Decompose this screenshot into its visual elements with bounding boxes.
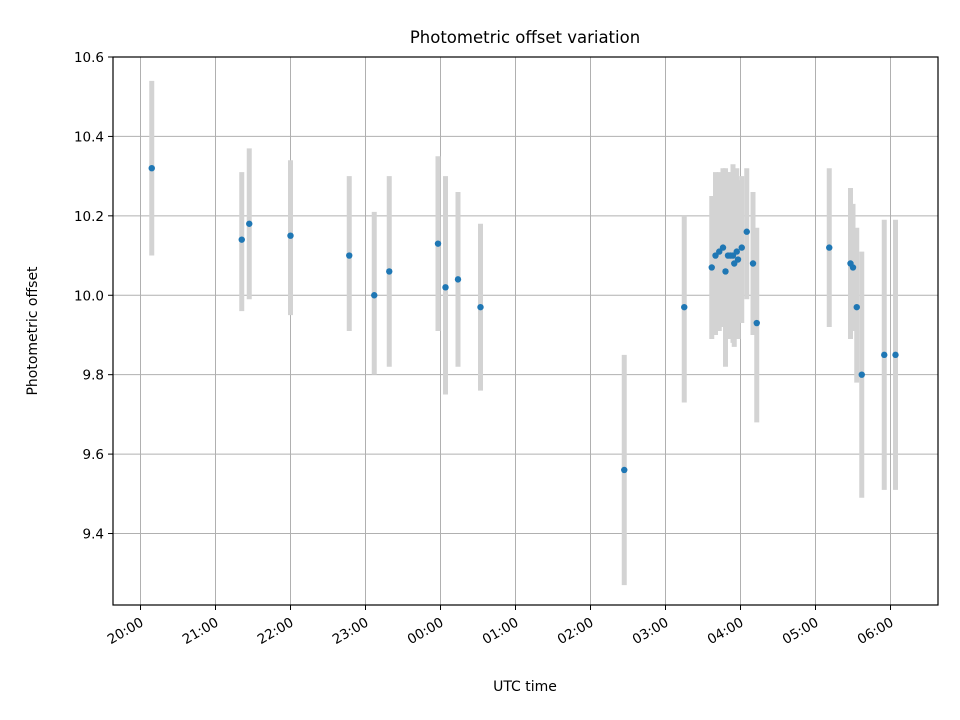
x-tick-label: 22:00 <box>255 615 297 648</box>
data-point <box>621 466 628 474</box>
data-point <box>753 319 760 327</box>
data-point <box>722 268 729 275</box>
errorbar-layer <box>149 80 898 586</box>
x-tick-label: 05:00 <box>780 615 822 648</box>
plot-frame <box>112 56 939 606</box>
data-point <box>708 264 715 271</box>
data-point <box>712 252 719 259</box>
data-point <box>434 240 442 247</box>
y-tick-label: 9.8 <box>83 368 104 384</box>
data-point <box>743 228 750 235</box>
data-point <box>849 264 857 271</box>
data-point <box>371 292 378 299</box>
data-point <box>346 252 353 259</box>
data-point <box>386 268 393 275</box>
x-tick-label: 03:00 <box>630 615 672 648</box>
x-tick-label: 06:00 <box>855 615 897 648</box>
grid-layer <box>113 56 938 605</box>
data-point <box>738 244 745 251</box>
data-point <box>681 303 688 311</box>
y-tick-label: 10.0 <box>74 288 104 304</box>
y-tick-label: 9.6 <box>83 447 104 463</box>
data-point <box>716 248 723 255</box>
x-axis-label: UTC time <box>493 679 557 695</box>
x-tick-label: 01:00 <box>480 615 522 648</box>
data-point <box>749 260 757 267</box>
data-point <box>892 351 899 359</box>
x-tick-label: 23:00 <box>330 615 372 648</box>
point-layer <box>148 164 899 474</box>
data-point <box>719 244 727 251</box>
data-point <box>729 252 737 259</box>
data-point <box>853 303 860 311</box>
data-point <box>454 276 462 283</box>
data-point <box>881 351 888 359</box>
x-tick-label: 04:00 <box>705 615 747 648</box>
y-tick-label: 9.4 <box>83 527 104 543</box>
y-tick-label: 10.6 <box>74 50 104 66</box>
data-point <box>734 256 742 263</box>
data-point <box>826 244 833 251</box>
data-point <box>442 284 449 291</box>
data-point <box>246 220 253 227</box>
tick-layer: 20:00 21:00 22:00 23:00 00:00 01:00 02:00 03:00… <box>74 50 897 648</box>
data-point <box>858 371 865 378</box>
data-point <box>287 232 294 239</box>
x-tick-label: 00:00 <box>405 615 447 648</box>
y-axis-label: Photometric offset <box>25 266 41 396</box>
data-point <box>733 248 740 255</box>
data-point <box>238 236 245 243</box>
x-tick-label: 21:00 <box>180 615 222 648</box>
x-tick-label: 20:00 <box>105 615 147 648</box>
chart-title: Photometric offset variation <box>410 28 640 47</box>
y-tick-label: 10.4 <box>74 129 104 145</box>
data-point <box>731 260 738 267</box>
data-point <box>148 164 155 172</box>
y-tick-label: 10.2 <box>74 209 104 225</box>
x-tick-label: 02:00 <box>555 615 597 648</box>
data-point <box>477 303 484 311</box>
